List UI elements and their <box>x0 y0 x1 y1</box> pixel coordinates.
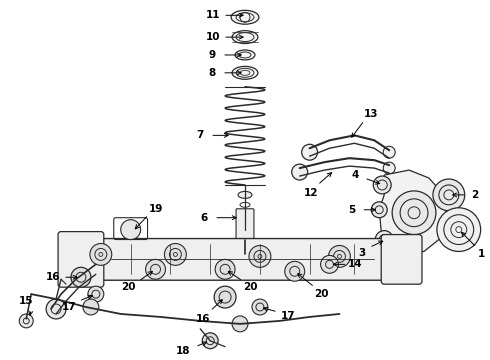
Circle shape <box>146 260 166 279</box>
Circle shape <box>88 286 104 302</box>
Text: 16: 16 <box>46 272 60 282</box>
Text: 4: 4 <box>352 170 359 180</box>
Text: 3: 3 <box>359 248 366 258</box>
Text: 15: 15 <box>19 296 33 306</box>
Ellipse shape <box>239 252 251 262</box>
Circle shape <box>90 243 112 265</box>
Circle shape <box>302 144 318 160</box>
Text: 5: 5 <box>348 205 355 215</box>
Text: 7: 7 <box>196 130 204 140</box>
Text: 8: 8 <box>209 68 216 78</box>
Text: 6: 6 <box>200 213 208 223</box>
Circle shape <box>375 231 393 248</box>
Circle shape <box>71 267 91 287</box>
FancyBboxPatch shape <box>58 231 104 287</box>
Circle shape <box>19 314 33 328</box>
FancyBboxPatch shape <box>381 235 422 284</box>
Text: 20: 20 <box>314 289 329 299</box>
Circle shape <box>320 255 339 273</box>
Ellipse shape <box>232 66 258 79</box>
Circle shape <box>165 243 186 265</box>
Text: 10: 10 <box>206 32 220 42</box>
Circle shape <box>232 316 248 332</box>
Circle shape <box>433 179 465 211</box>
Text: 20: 20 <box>243 282 257 292</box>
Circle shape <box>328 246 350 267</box>
Text: 16: 16 <box>196 314 211 324</box>
Text: 20: 20 <box>122 282 136 292</box>
Ellipse shape <box>235 50 255 60</box>
Circle shape <box>46 299 66 319</box>
Ellipse shape <box>232 31 258 44</box>
Text: 11: 11 <box>206 10 220 20</box>
Circle shape <box>214 286 236 308</box>
Circle shape <box>292 164 308 180</box>
Circle shape <box>392 191 436 235</box>
Circle shape <box>202 333 218 349</box>
Text: 18: 18 <box>176 346 191 356</box>
Circle shape <box>121 220 141 239</box>
Polygon shape <box>379 170 447 255</box>
Text: 17: 17 <box>280 311 295 321</box>
Circle shape <box>383 146 395 158</box>
FancyBboxPatch shape <box>236 209 254 240</box>
Circle shape <box>215 260 235 279</box>
Circle shape <box>252 299 268 315</box>
Circle shape <box>249 246 271 267</box>
Text: 9: 9 <box>209 50 216 60</box>
Circle shape <box>383 162 395 174</box>
Text: 19: 19 <box>148 204 163 214</box>
Circle shape <box>371 202 387 218</box>
Text: 14: 14 <box>348 259 363 269</box>
FancyBboxPatch shape <box>93 239 392 280</box>
Text: 2: 2 <box>471 190 478 200</box>
Text: 13: 13 <box>364 108 379 118</box>
Text: 12: 12 <box>303 188 318 198</box>
Circle shape <box>437 208 481 251</box>
Circle shape <box>373 176 391 194</box>
Circle shape <box>83 299 99 315</box>
Ellipse shape <box>231 10 259 24</box>
Circle shape <box>285 261 305 281</box>
Text: 1: 1 <box>478 249 485 260</box>
Ellipse shape <box>238 192 252 198</box>
Text: 17: 17 <box>62 302 76 312</box>
